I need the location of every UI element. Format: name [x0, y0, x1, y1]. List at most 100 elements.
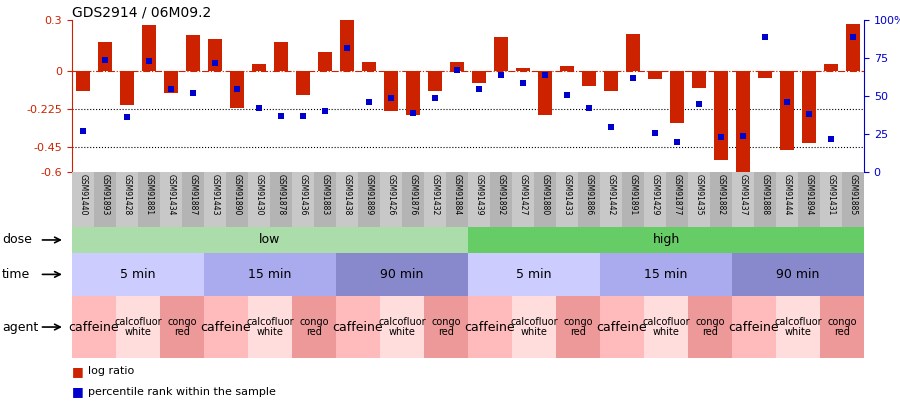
Bar	[72, 253, 204, 296]
Bar	[142, 25, 157, 71]
Bar	[604, 71, 618, 91]
Text: GSM91890: GSM91890	[232, 174, 241, 215]
Text: GSM91438: GSM91438	[343, 174, 352, 215]
Text: GSM91434: GSM91434	[166, 174, 176, 215]
Text: 5 min: 5 min	[121, 268, 156, 281]
Text: calcofluor
white: calcofluor white	[378, 317, 426, 337]
Text: agent: agent	[2, 320, 38, 334]
Bar	[318, 52, 332, 71]
Bar	[582, 71, 596, 86]
Text: 5 min: 5 min	[517, 268, 552, 281]
Bar	[754, 172, 776, 227]
Text: GSM91426: GSM91426	[386, 174, 395, 215]
Bar	[648, 71, 662, 79]
Text: GSM91431: GSM91431	[826, 174, 835, 215]
Bar	[450, 62, 464, 71]
Text: GSM91429: GSM91429	[651, 174, 660, 215]
Text: dose: dose	[2, 233, 32, 247]
Text: congo
red: congo red	[299, 317, 328, 337]
Text: GSM91892: GSM91892	[497, 174, 506, 215]
Bar	[516, 68, 530, 71]
Bar	[248, 296, 292, 358]
Bar	[98, 42, 112, 71]
Bar	[164, 71, 178, 93]
Text: 90 min: 90 min	[777, 268, 820, 281]
Bar	[406, 71, 420, 115]
Bar	[270, 172, 292, 227]
Bar	[472, 71, 486, 83]
Bar	[314, 172, 336, 227]
Bar	[185, 36, 200, 71]
Text: GSM91889: GSM91889	[364, 174, 373, 215]
Text: congo
red: congo red	[563, 317, 593, 337]
Bar	[802, 71, 816, 143]
Text: high: high	[652, 233, 680, 247]
Text: calcofluor
white: calcofluor white	[510, 317, 558, 337]
Bar	[842, 172, 864, 227]
Bar	[72, 227, 468, 253]
Bar	[94, 172, 116, 227]
Bar	[274, 42, 288, 71]
Bar	[692, 71, 706, 88]
Text: congo
red: congo red	[431, 317, 461, 337]
Bar	[710, 172, 732, 227]
Text: GSM91877: GSM91877	[672, 174, 681, 215]
Bar	[384, 71, 398, 111]
Text: caffeine: caffeine	[464, 320, 516, 334]
Text: congo
red: congo red	[827, 317, 857, 337]
Bar	[160, 172, 182, 227]
Text: calcofluor
white: calcofluor white	[114, 317, 162, 337]
Bar	[208, 39, 222, 71]
Bar	[732, 253, 864, 296]
Bar	[688, 296, 732, 358]
Text: time: time	[2, 268, 30, 281]
Text: GSM91436: GSM91436	[299, 174, 308, 215]
Bar	[758, 71, 772, 78]
Bar	[428, 71, 442, 91]
Text: GSM91885: GSM91885	[849, 174, 858, 215]
Bar	[776, 172, 798, 227]
Text: congo
red: congo red	[167, 317, 197, 337]
Text: caffeine: caffeine	[729, 320, 779, 334]
Bar	[600, 253, 732, 296]
Text: 90 min: 90 min	[381, 268, 424, 281]
Bar	[538, 71, 552, 115]
Text: caffeine: caffeine	[201, 320, 251, 334]
Text: GSM91442: GSM91442	[607, 174, 616, 215]
Bar	[72, 296, 116, 358]
Bar	[820, 172, 842, 227]
Bar	[252, 64, 266, 71]
Text: 15 min: 15 min	[248, 268, 292, 281]
Text: GSM91443: GSM91443	[211, 174, 220, 215]
Text: GSM91439: GSM91439	[474, 174, 483, 215]
Bar	[468, 253, 600, 296]
Text: low: low	[259, 233, 281, 247]
Text: caffeine: caffeine	[333, 320, 383, 334]
Text: GSM91893: GSM91893	[101, 174, 110, 215]
Bar	[512, 296, 556, 358]
Bar	[204, 172, 226, 227]
Bar	[424, 172, 446, 227]
Text: GSM91878: GSM91878	[276, 174, 285, 215]
Text: GSM91886: GSM91886	[584, 174, 593, 215]
Bar	[468, 227, 864, 253]
Text: caffeine: caffeine	[597, 320, 647, 334]
Bar	[846, 23, 860, 71]
Bar	[644, 296, 688, 358]
Text: GSM91428: GSM91428	[122, 174, 131, 215]
Text: 15 min: 15 min	[644, 268, 688, 281]
Bar	[468, 172, 490, 227]
Bar	[776, 296, 820, 358]
Text: GSM91888: GSM91888	[760, 174, 770, 215]
Text: GSM91887: GSM91887	[188, 174, 197, 215]
Bar	[736, 71, 751, 172]
Text: GSM91891: GSM91891	[628, 174, 637, 215]
Bar	[204, 296, 248, 358]
Bar	[600, 172, 622, 227]
Bar	[490, 172, 512, 227]
Text: GSM91437: GSM91437	[739, 174, 748, 215]
Bar	[556, 296, 600, 358]
Text: GSM91440: GSM91440	[78, 174, 87, 215]
Bar	[182, 172, 204, 227]
Bar	[358, 172, 380, 227]
